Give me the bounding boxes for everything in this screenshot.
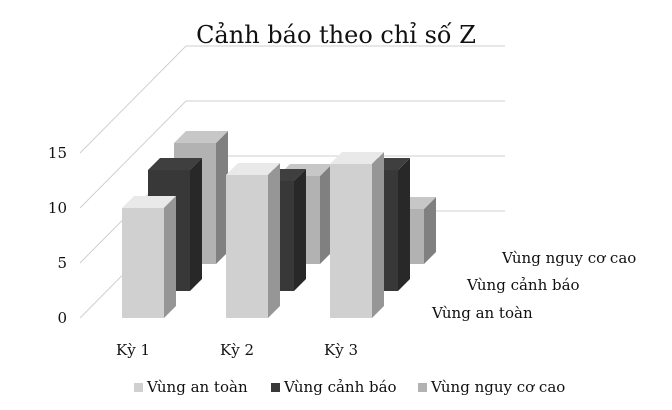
- grid-line: [79, 45, 505, 154]
- legend-label: Vùng cảnh báo: [283, 378, 397, 396]
- bar: [330, 152, 384, 318]
- bar-front: [330, 164, 372, 318]
- bar-top: [122, 196, 176, 208]
- bar-front: [226, 175, 268, 318]
- legend-swatch: [418, 383, 427, 392]
- y-axis-ticks: 0 5 10 15: [48, 144, 67, 327]
- x-category-label: Kỳ 2: [220, 341, 254, 359]
- depth-axis-label: Vùng cảnh báo: [466, 276, 580, 294]
- depth-axis-label: Vùng nguy cơ cao: [501, 249, 636, 267]
- y-tick-label: 5: [57, 254, 67, 272]
- bar-side: [216, 131, 228, 264]
- legend-swatch: [134, 383, 143, 392]
- bar-side: [268, 163, 280, 318]
- legend-item: Vùng nguy cơ cao: [418, 378, 565, 396]
- legend-item: Vùng cảnh báo: [271, 378, 397, 396]
- depth-axis-labels: Vùng an toàn Vùng cảnh báo Vùng nguy cơ ca…: [431, 249, 636, 322]
- y-tick-label: 0: [57, 309, 67, 327]
- depth-axis-label: Vùng an toàn: [431, 304, 533, 322]
- bar-side: [164, 196, 176, 318]
- legend-item: Vùng an toàn: [134, 378, 248, 396]
- bars: [122, 131, 436, 318]
- bar-side: [372, 152, 384, 318]
- legend-label: Vùng nguy cơ cao: [430, 378, 565, 396]
- bar-side: [320, 164, 332, 264]
- x-category-label: Kỳ 1: [116, 341, 150, 359]
- legend-swatch: [271, 383, 280, 392]
- bar-top: [148, 158, 202, 170]
- bar-side: [398, 158, 410, 291]
- chart-title: Cảnh báo theo chỉ số Z: [196, 21, 476, 49]
- legend-label: Vùng an toàn: [146, 378, 248, 396]
- bar-top: [226, 163, 280, 175]
- y-tick-label: 10: [48, 199, 67, 217]
- bar-side: [190, 158, 202, 291]
- bar: [122, 196, 176, 318]
- bar-side: [424, 197, 436, 264]
- bar-top: [174, 131, 228, 143]
- bar-top: [330, 152, 384, 164]
- bar-front: [122, 208, 164, 318]
- bar-side: [294, 169, 306, 291]
- bar: [226, 163, 280, 318]
- x-axis-categories: Kỳ 1 Kỳ 2 Kỳ 3: [116, 341, 358, 359]
- grid-line: [79, 100, 505, 209]
- y-tick-label: 15: [48, 144, 67, 162]
- legend: Vùng an toàn Vùng cảnh báo Vùng nguy cơ ca…: [134, 378, 565, 396]
- x-category-label: Kỳ 3: [324, 341, 358, 359]
